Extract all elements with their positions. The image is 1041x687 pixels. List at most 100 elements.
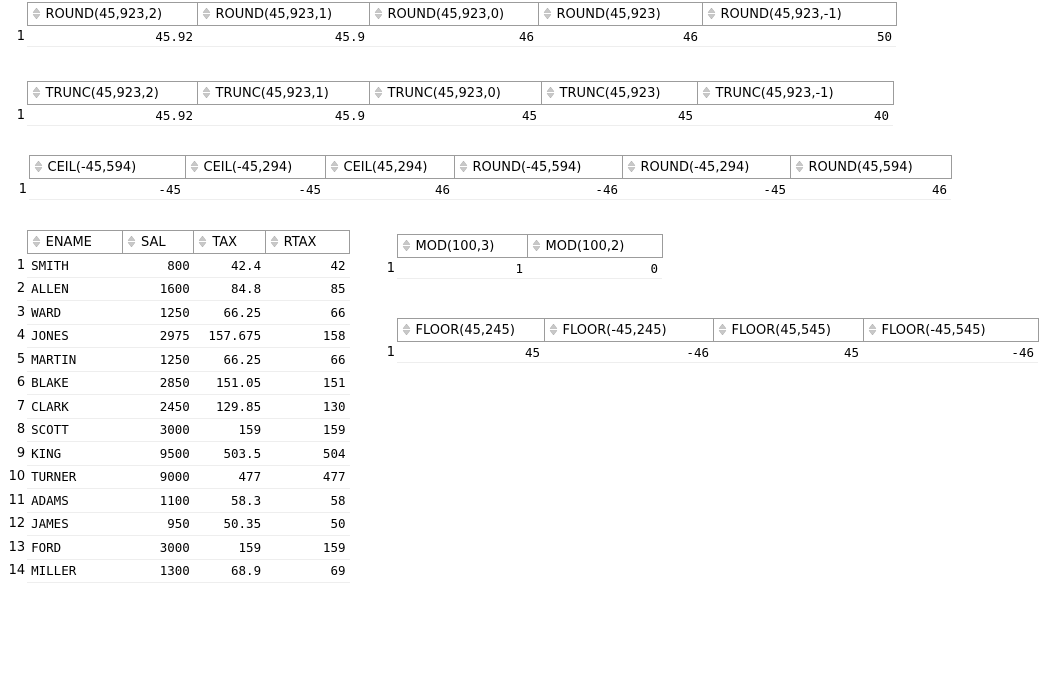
ename-cell[interactable]: JAMES — [27, 512, 123, 536]
sort-arrows-icon[interactable] — [373, 7, 383, 20]
sort-arrows-icon[interactable] — [32, 235, 41, 248]
table-cell[interactable]: 45 — [541, 104, 697, 126]
table-row[interactable]: 1 45 -46 45 -46 — [370, 341, 1038, 363]
tax-cell[interactable]: 66.25 — [193, 300, 266, 325]
table-row[interactable]: 5 MARTIN 1250 66.25 66 — [0, 347, 350, 372]
table-cell[interactable]: 0 — [527, 257, 662, 279]
sal-cell[interactable]: 2975 — [122, 324, 194, 348]
column-header-floor-45-245[interactable]: FLOOR(45,245) — [396, 318, 545, 342]
column-header-round-0[interactable]: ROUND(45,923,0) — [368, 2, 539, 26]
table-cell[interactable]: 50 — [702, 25, 896, 47]
column-header-round-neg-45-294[interactable]: ROUND(-45,294) — [621, 155, 791, 179]
ename-cell[interactable]: KING — [27, 441, 123, 466]
sort-arrows-icon[interactable] — [373, 86, 383, 99]
sal-cell[interactable]: 1100 — [122, 488, 194, 513]
column-header-mod-100-3[interactable]: MOD(100,3) — [396, 234, 528, 258]
table-cell[interactable]: 46 — [369, 25, 538, 47]
column-header-mod-100-2[interactable]: MOD(100,2) — [526, 234, 663, 258]
ename-cell[interactable]: CLARK — [27, 394, 123, 419]
rtax-cell[interactable]: 85 — [265, 277, 350, 301]
tax-cell[interactable]: 58.3 — [193, 488, 266, 513]
table-cell[interactable]: -45 — [622, 178, 790, 200]
tax-cell[interactable]: 159 — [193, 418, 266, 442]
sort-arrows-icon[interactable] — [198, 235, 207, 248]
tax-cell[interactable]: 477 — [193, 465, 266, 489]
rtax-cell[interactable]: 66 — [265, 300, 350, 325]
tax-cell[interactable]: 68.9 — [193, 559, 266, 583]
column-header-round-1[interactable]: ROUND(45,923,1) — [196, 2, 370, 26]
table-cell[interactable]: 45 — [397, 341, 544, 363]
tax-cell[interactable]: 50.35 — [193, 512, 266, 536]
rtax-cell[interactable]: 130 — [265, 394, 350, 419]
tax-cell[interactable]: 66.25 — [193, 347, 266, 372]
tax-cell[interactable]: 84.8 — [193, 277, 266, 301]
sal-cell[interactable]: 1300 — [122, 559, 194, 583]
column-header-tax[interactable]: TAX — [193, 230, 266, 254]
table-row[interactable]: 1 45.92 45.9 45 45 40 — [0, 104, 893, 126]
table-cell[interactable]: 45.92 — [27, 25, 197, 47]
sort-arrows-icon[interactable] — [548, 323, 558, 336]
column-header-trunc-0[interactable]: TRUNC(45,923,0) — [368, 81, 542, 105]
table-row[interactable]: 1 45.92 45.9 46 46 50 — [0, 25, 896, 47]
sort-arrows-icon[interactable] — [31, 7, 41, 20]
column-header-ceil-45-294[interactable]: CEIL(45,294) — [324, 155, 455, 179]
table-cell[interactable]: -45 — [29, 178, 185, 200]
column-header-floor-neg-45-245[interactable]: FLOOR(-45,245) — [543, 318, 714, 342]
table-row[interactable]: 12 JAMES 950 50.35 50 — [0, 512, 350, 536]
ename-cell[interactable]: FORD — [27, 535, 123, 560]
column-header-round-45-594[interactable]: ROUND(45,594) — [789, 155, 952, 179]
sal-cell[interactable]: 2450 — [122, 394, 194, 419]
table-row[interactable]: 2 ALLEN 1600 84.8 85 — [0, 277, 350, 301]
sort-arrows-icon[interactable] — [201, 86, 211, 99]
column-header-floor-45-545[interactable]: FLOOR(45,545) — [712, 318, 864, 342]
sort-arrows-icon[interactable] — [31, 86, 41, 99]
ename-cell[interactable]: MARTIN — [27, 347, 123, 372]
sal-cell[interactable]: 9500 — [122, 441, 194, 466]
ename-cell[interactable]: MILLER — [27, 559, 123, 583]
table-cell[interactable]: 45.92 — [27, 104, 197, 126]
sort-arrows-icon[interactable] — [270, 235, 279, 248]
sort-arrows-icon[interactable] — [458, 160, 468, 173]
rtax-cell[interactable]: 42 — [265, 253, 350, 278]
column-header-floor-neg-45-545[interactable]: FLOOR(-45,545) — [862, 318, 1039, 342]
sort-arrows-icon[interactable] — [626, 160, 636, 173]
table-row[interactable]: 4 JONES 2975 157.675 158 — [0, 324, 350, 348]
table-row[interactable]: 1 1 0 — [370, 257, 662, 279]
column-header-rtax[interactable]: RTAX — [264, 230, 351, 254]
tax-cell[interactable]: 151.05 — [193, 371, 266, 395]
sort-arrows-icon[interactable] — [401, 239, 411, 252]
sort-arrows-icon[interactable] — [867, 323, 877, 336]
table-row[interactable]: 14 MILLER 1300 68.9 69 — [0, 559, 350, 583]
column-header-ceil-neg-45-294[interactable]: CEIL(-45,294) — [184, 155, 326, 179]
table-cell[interactable]: -46 — [454, 178, 622, 200]
table-row[interactable]: 7 CLARK 2450 129.85 130 — [0, 394, 350, 419]
sal-cell[interactable]: 3000 — [122, 418, 194, 442]
column-header-round-neg-45-594[interactable]: ROUND(-45,594) — [453, 155, 623, 179]
column-header-trunc-2[interactable]: TRUNC(45,923,2) — [26, 81, 198, 105]
table-cell[interactable]: 46 — [325, 178, 454, 200]
column-header-ename[interactable]: ENAME — [26, 230, 124, 254]
sort-arrows-icon[interactable] — [545, 86, 555, 99]
sal-cell[interactable]: 3000 — [122, 535, 194, 560]
column-header-trunc[interactable]: TRUNC(45,923) — [540, 81, 698, 105]
sort-arrows-icon[interactable] — [542, 7, 552, 20]
ename-cell[interactable]: SMITH — [27, 253, 123, 278]
table-cell[interactable]: 46 — [790, 178, 951, 200]
column-header-trunc-1[interactable]: TRUNC(45,923,1) — [196, 81, 370, 105]
table-row[interactable]: 3 WARD 1250 66.25 66 — [0, 300, 350, 325]
rtax-cell[interactable]: 66 — [265, 347, 350, 372]
table-row[interactable]: 1 -45 -45 46 -46 -45 46 — [0, 178, 951, 200]
rtax-cell[interactable]: 477 — [265, 465, 350, 489]
column-header-round[interactable]: ROUND(45,923) — [537, 2, 703, 26]
column-header-round-2[interactable]: ROUND(45,923,2) — [26, 2, 198, 26]
sal-cell[interactable]: 800 — [122, 253, 194, 278]
sort-arrows-icon[interactable] — [531, 239, 541, 252]
table-cell[interactable]: -46 — [544, 341, 713, 363]
table-row[interactable]: 13 FORD 3000 159 159 — [0, 535, 350, 560]
rtax-cell[interactable]: 158 — [265, 324, 350, 348]
sort-arrows-icon[interactable] — [33, 160, 43, 173]
table-row[interactable]: 9 KING 9500 503.5 504 — [0, 441, 350, 466]
sort-arrows-icon[interactable] — [201, 7, 211, 20]
tax-cell[interactable]: 503.5 — [193, 441, 266, 466]
ename-cell[interactable]: ADAMS — [27, 488, 123, 513]
